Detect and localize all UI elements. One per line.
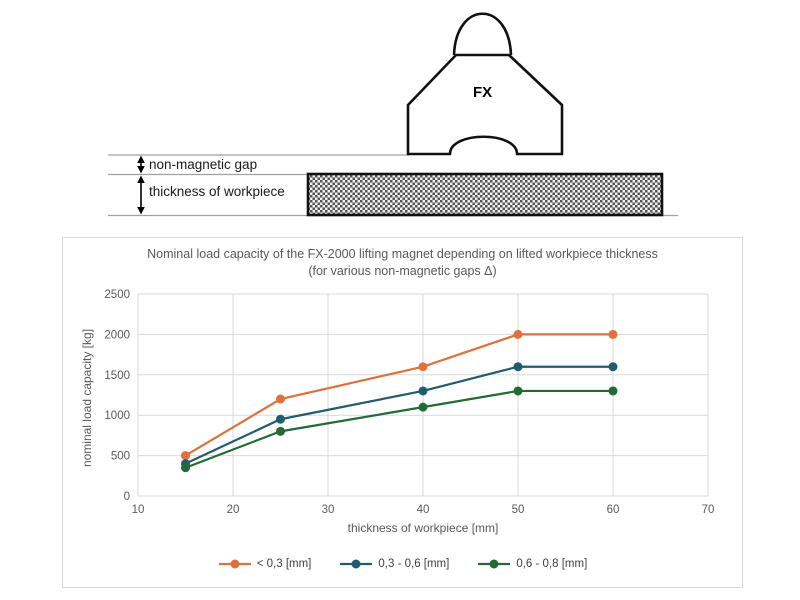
data-point <box>608 386 618 396</box>
y-tick-label: 1500 <box>104 370 130 382</box>
gap-label: non-magnetic gap <box>149 157 257 172</box>
series-0,3 - 0,6 [mm] <box>181 362 618 469</box>
y-tick-label: 500 <box>111 451 130 463</box>
x-tick-label: 50 <box>512 504 525 516</box>
data-point <box>513 329 523 339</box>
data-point <box>276 426 285 436</box>
data-point <box>513 386 523 396</box>
x-tick-label: 40 <box>417 504 430 516</box>
legend-label: 0,6 - 0,8 [mm] <box>516 558 588 570</box>
x-tick-label: 10 <box>132 504 145 516</box>
x-tick-label: 70 <box>702 504 715 516</box>
legend-item: 0,6 - 0,8 [mm] <box>477 558 587 570</box>
legend-label: 0,3 - 0,6 [mm] <box>378 558 450 570</box>
chart-plot: 0 500 1000 1500 2000 2500 10 20 30 40 50 60 70 <box>104 289 715 516</box>
data-point <box>181 463 190 473</box>
data-point <box>418 402 428 412</box>
chart-title: Nominal load capacity of the FX-2000 lif… <box>147 247 658 261</box>
series-0,6 - 0,8 [mm] <box>181 386 618 473</box>
thickness-dimension-arrow <box>137 175 145 215</box>
data-point <box>418 386 428 396</box>
data-point <box>513 362 523 372</box>
chart-subtitle: (for various non-magnetic gaps Δ) <box>308 264 497 278</box>
magnet-diagram: non-magnetic gap thickness of workpiece … <box>108 12 678 217</box>
magnet-handle <box>452 12 513 56</box>
legend-item: < 0,3 [mm] <box>218 558 312 570</box>
y-tick-label: 0 <box>124 491 130 503</box>
data-point <box>276 394 285 404</box>
y-tick-label: 1000 <box>104 410 130 422</box>
y-axis-label: nominal load capacity [kg] <box>80 328 94 468</box>
workpiece-rect <box>306 172 664 217</box>
data-point <box>608 362 618 372</box>
magnet-label: FX <box>473 84 492 101</box>
legend-swatch-icon <box>218 559 251 569</box>
legend-item: 0,3 - 0,6 [mm] <box>339 558 449 570</box>
x-axis-label: thickness of workpiece [mm] <box>347 521 499 535</box>
legend-swatch-icon <box>478 559 511 569</box>
x-tick-label: 60 <box>607 504 620 516</box>
series-< 0,3 [mm] <box>181 329 618 461</box>
thickness-label: thickness of workpiece <box>149 184 285 199</box>
legend-label: < 0,3 [mm] <box>256 558 312 570</box>
magnet-body <box>406 53 564 156</box>
series-line <box>185 389 613 469</box>
data-point <box>608 329 618 339</box>
chart-panel: Nominal load capacity of the FX-2000 lif… <box>62 237 743 588</box>
chart-legend: < 0,3 [mm] 0,3 - 0,6 [mm] 0,6 - 0,8 [mm] <box>63 558 742 570</box>
data-point <box>418 362 428 372</box>
y-tick-label: 2000 <box>104 329 130 341</box>
y-tick-label: 2500 <box>104 289 130 301</box>
legend-swatch-icon <box>340 559 373 569</box>
data-point <box>181 451 190 461</box>
data-point <box>276 414 285 424</box>
x-tick-label: 30 <box>322 504 335 516</box>
x-tick-label: 20 <box>227 504 240 516</box>
gap-dimension-arrow <box>137 155 145 174</box>
